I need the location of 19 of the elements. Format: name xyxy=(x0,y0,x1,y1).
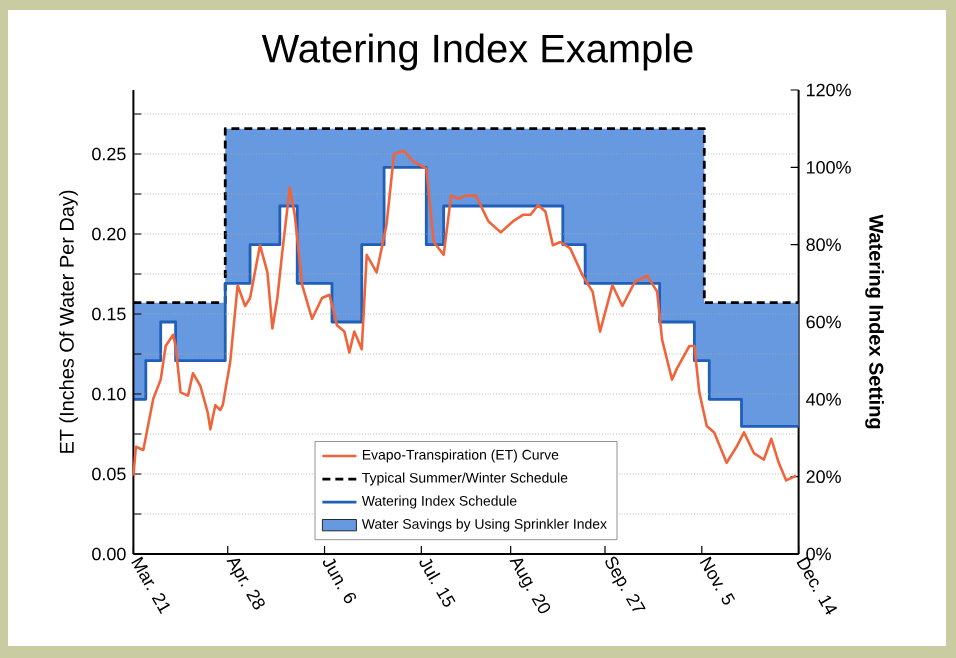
y2-tick-label: 120% xyxy=(807,83,851,97)
chart-title: Watering Index Example xyxy=(261,33,693,71)
x-tick-label: Apr. 28 xyxy=(226,558,265,610)
y2-tick-label: 40% xyxy=(806,392,841,406)
y-tick-label: 0.05 xyxy=(92,467,126,481)
y-tick-label: 0.20 xyxy=(92,227,126,241)
y2-tick-label: 60% xyxy=(806,315,841,329)
y2-tick-label: 100% xyxy=(807,160,851,174)
y-axis-title: ET (Inches Of Water Per Day) xyxy=(59,190,78,453)
y2-tick-label: 20% xyxy=(806,470,841,484)
y-tick-label: 0.25 xyxy=(92,147,126,161)
y2-axis-title: Watering Index Setting xyxy=(865,214,884,429)
y2-tick-label: 80% xyxy=(806,238,841,252)
y-tick-label: 0.10 xyxy=(92,387,126,401)
y-tick-label: 0.00 xyxy=(92,547,126,561)
x-tick-label: Jul. 15 xyxy=(419,558,456,607)
y-tick-label: 0.15 xyxy=(92,307,126,321)
y2-tick-label: 0% xyxy=(806,547,831,561)
line-series xyxy=(132,149,798,482)
